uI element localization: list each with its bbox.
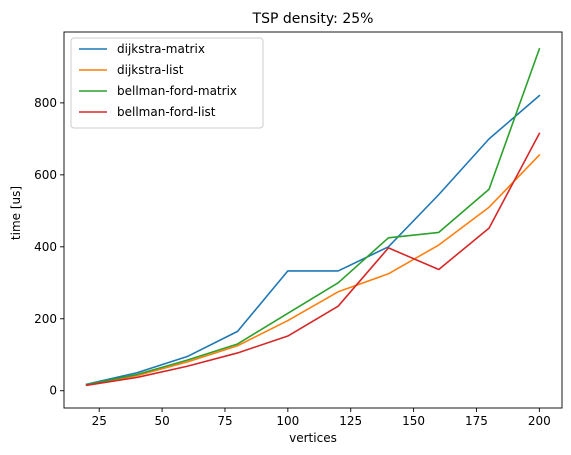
x-tick-label: 175 <box>465 414 488 428</box>
y-axis-label: time [us] <box>9 186 23 240</box>
chart-title: TSP density: 25% <box>252 11 374 27</box>
y-tick-label: 400 <box>34 240 57 254</box>
legend-label-dijkstra-list: dijkstra-list <box>117 63 184 77</box>
x-axis-label: vertices <box>289 431 337 445</box>
series-line-bellman-ford-list <box>85 132 541 387</box>
series-line-dijkstra-list <box>85 153 541 386</box>
legend-label-bellman-ford-matrix: bellman-ford-matrix <box>117 84 237 98</box>
legend-label-dijkstra-matrix: dijkstra-matrix <box>117 42 205 56</box>
x-tick-label: 100 <box>276 414 299 428</box>
x-tick-label: 25 <box>92 414 107 428</box>
series-lines <box>85 47 541 387</box>
x-tick-label: 125 <box>339 414 362 428</box>
legend: dijkstra-matrix dijkstra-list bellman-ford… <box>70 37 264 129</box>
legend-box <box>70 37 264 129</box>
axes: 25 50 75 100 125 150 175 200 0 200 400 600 800 <box>34 31 563 428</box>
x-tick-label: 150 <box>402 414 425 428</box>
y-tick-label: 0 <box>49 384 57 398</box>
y-tick-label: 800 <box>34 96 57 110</box>
x-tick-label: 50 <box>154 414 169 428</box>
legend-label-bellman-ford-list: bellman-ford-list <box>117 105 216 119</box>
y-tick-label: 200 <box>34 312 57 326</box>
series-line-dijkstra-matrix <box>85 94 541 386</box>
x-tick-label: 75 <box>217 414 232 428</box>
x-tick-label: 200 <box>528 414 551 428</box>
axes-frame <box>63 31 563 409</box>
y-tick-label: 600 <box>34 168 57 182</box>
series-line-bellman-ford-matrix <box>85 47 541 386</box>
